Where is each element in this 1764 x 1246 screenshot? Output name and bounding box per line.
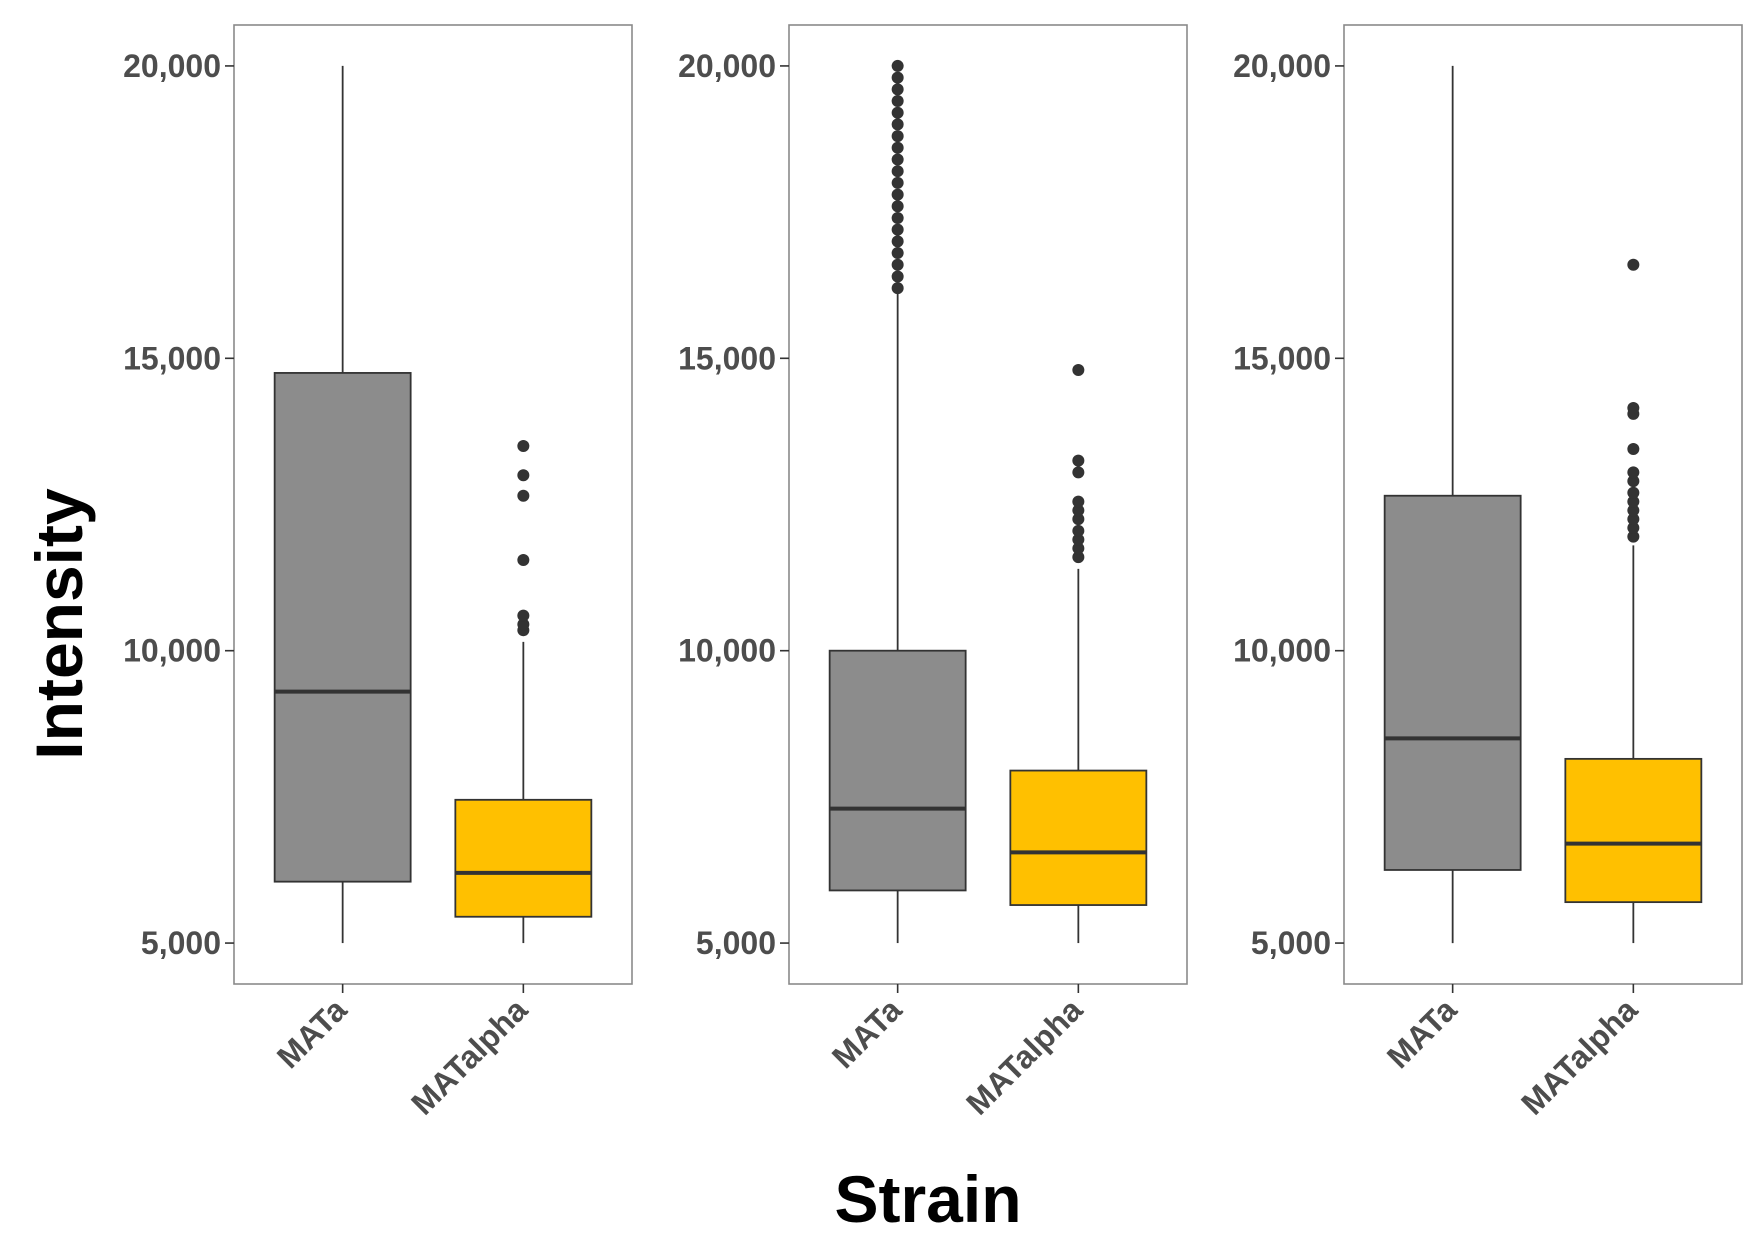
- box-mata: MATa: [825, 59, 967, 1075]
- outlier-point: [891, 106, 904, 119]
- outlier-point: [891, 223, 904, 236]
- outlier-point: [517, 469, 530, 482]
- outlier-point: [891, 247, 904, 260]
- outlier-point: [1627, 513, 1640, 526]
- outlier-point: [1072, 466, 1085, 479]
- outlier-point: [1627, 495, 1640, 508]
- y-tick-label: 15,000: [1233, 340, 1331, 376]
- box-body: [828, 649, 967, 892]
- outlier-point: [517, 618, 530, 631]
- outlier-point: [891, 165, 904, 178]
- outlier-point: [1072, 533, 1085, 546]
- outlier-point: [1072, 513, 1085, 526]
- y-tick-label: 10,000: [1233, 633, 1331, 669]
- outlier-point: [1627, 402, 1640, 415]
- outlier-point: [891, 200, 904, 213]
- outlier-point: [891, 282, 904, 295]
- outlier-point: [1627, 475, 1640, 488]
- outlier-point: [891, 211, 904, 224]
- outlier-point: [891, 176, 904, 189]
- outlier-point: [1627, 504, 1640, 517]
- outlier-point: [517, 554, 530, 567]
- outlier-point: [891, 141, 904, 154]
- outlier-point: [891, 130, 904, 143]
- box-body: [1564, 757, 1703, 904]
- outlier-point: [891, 188, 904, 201]
- outlier-point: [1627, 486, 1640, 499]
- outlier-point: [517, 489, 530, 502]
- y-tick-label: 10,000: [678, 633, 776, 669]
- outlier-point: [891, 270, 904, 283]
- outlier-point: [891, 71, 904, 84]
- y-tick-label: 10,000: [123, 633, 221, 669]
- box-body: [454, 798, 593, 918]
- outlier-point: [1072, 504, 1085, 517]
- outlier-point: [1072, 524, 1085, 537]
- outlier-point: [891, 118, 904, 131]
- outlier-point: [891, 95, 904, 108]
- box-body: [1009, 769, 1148, 906]
- outlier-point: [517, 609, 530, 622]
- outlier-point: [1627, 466, 1640, 479]
- outlier-point: [1627, 530, 1640, 543]
- y-tick-label: 5,000: [1251, 925, 1331, 961]
- outlier-point: [1072, 454, 1085, 467]
- outlier-point: [1627, 521, 1640, 534]
- y-tick-label: 15,000: [123, 340, 221, 376]
- y-tick-label: 5,000: [696, 925, 776, 961]
- outlier-point: [1072, 551, 1085, 564]
- x-axis-title: Strain: [834, 1162, 1021, 1236]
- outlier-point: [1072, 495, 1085, 508]
- panel-border: [788, 24, 1188, 985]
- y-tick-label: 20,000: [123, 48, 221, 84]
- panel-border: [233, 24, 633, 985]
- outlier-point: [1627, 258, 1640, 271]
- outlier-point: [891, 59, 904, 72]
- outlier-point: [891, 258, 904, 271]
- outlier-point: [891, 153, 904, 166]
- y-axis-title: Intensity: [22, 488, 96, 760]
- outlier-point: [1072, 542, 1085, 555]
- box-body: [273, 372, 412, 883]
- y-tick-label: 20,000: [1233, 48, 1331, 84]
- y-tick-label: 20,000: [678, 48, 776, 84]
- outlier-point: [1072, 364, 1085, 377]
- y-tick-label: 5,000: [141, 925, 221, 961]
- box-body: [1383, 494, 1522, 871]
- outlier-point: [1627, 442, 1640, 455]
- outlier-point: [891, 83, 904, 96]
- outlier-point: [891, 235, 904, 248]
- outlier-point: [517, 440, 530, 453]
- y-tick-label: 15,000: [678, 340, 776, 376]
- panel-border: [1343, 24, 1743, 985]
